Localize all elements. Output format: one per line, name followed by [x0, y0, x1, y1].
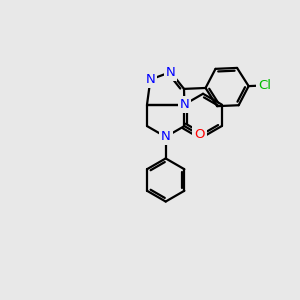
Text: N: N: [179, 98, 189, 111]
Text: N: N: [146, 73, 155, 86]
Text: N: N: [166, 65, 176, 79]
Text: O: O: [194, 128, 205, 141]
Text: Cl: Cl: [258, 79, 271, 92]
Text: N: N: [161, 130, 171, 143]
